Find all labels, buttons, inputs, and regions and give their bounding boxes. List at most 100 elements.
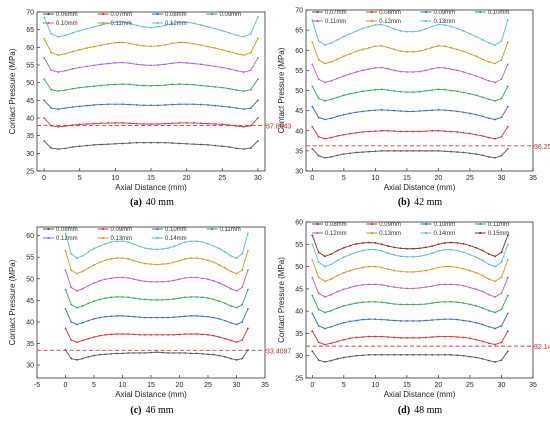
data-point [50,107,53,110]
legend-marker [47,12,50,16]
data-point [85,47,88,49]
data-point [133,259,135,262]
x-tick-label: 5 [342,382,346,389]
data-point [235,69,238,72]
data-point [190,295,192,298]
data-point [184,277,187,279]
data-point [311,234,314,237]
data-point [500,116,503,119]
data-point [349,303,352,306]
data-point [393,336,396,339]
data-point [311,63,314,66]
data-point [349,132,352,135]
data-point [161,333,164,336]
data-point [199,63,202,66]
data-point [450,283,452,286]
panel-c: -5 0 5 10 15 20 25 30 35 30 35 40 45 50 55 60 Axial Dist… [8,226,291,416]
data-point [138,261,141,264]
data-point [469,244,471,247]
legend-entry: 0.13mm [434,19,456,25]
data-point [349,253,352,256]
data-point [235,257,238,259]
data-point [241,321,244,323]
data-point [355,131,358,134]
data-point [368,353,370,356]
data-point [184,333,187,335]
data-point [462,284,465,287]
data-point [311,350,314,353]
reference-value-label: 33.4097 [266,348,291,355]
data-point [506,312,509,315]
x-tick-label: 30 [498,175,506,182]
data-point [380,318,383,321]
data-point [214,27,217,30]
data-point [155,351,158,354]
data-point [405,50,408,53]
data-point [481,307,484,309]
data-point [171,142,174,144]
data-point [317,359,320,362]
data-point [342,94,345,97]
data-point [405,110,408,113]
data-point [349,92,352,95]
data-point [98,261,101,264]
data-point [235,107,238,110]
data-point [462,91,465,94]
data-point [150,351,152,354]
series-line-0.12mm [65,270,249,292]
panel-caption-text: 48 mm [414,405,442,416]
data-point [195,295,198,298]
data-point [164,104,167,106]
data-point [387,336,389,338]
data-point [64,269,67,272]
data-point [178,259,181,262]
data-point [115,333,118,335]
data-point [380,23,383,26]
data-point [317,324,320,327]
legend-entry: 0.14mm [165,236,187,242]
data-point [506,105,509,108]
data-point [342,35,345,38]
data-point [443,109,446,112]
x-tick-label: 35 [529,382,537,389]
data-point [462,50,465,53]
data-point [412,320,415,322]
data-point [317,276,320,279]
data-point [424,336,427,339]
data-point [456,48,459,51]
legend-entry: 0.15mm [488,231,510,237]
data-point [212,261,215,264]
data-point [355,354,358,357]
data-point [368,335,370,338]
data-point [443,300,446,303]
data-point [229,321,232,324]
data-point [443,88,446,91]
data-point [387,149,389,152]
data-point [171,83,174,86]
data-point [229,270,232,273]
y-tick-label: 70 [295,8,303,15]
data-point [462,242,465,245]
data-point [70,321,73,323]
y-tick-label: 55 [295,242,303,249]
data-point [317,308,320,311]
x-tick-label: 20 [435,382,443,389]
data-point [330,325,333,328]
data-point [355,151,358,154]
y-tick-label: 35 [295,148,303,155]
data-point [64,107,67,110]
x-tick-label: 25 [466,175,474,182]
data-point [424,28,427,30]
data-point [443,335,446,338]
data-point [487,309,490,312]
data-point [171,42,174,45]
data-point [330,61,333,63]
data-point [500,308,503,311]
data-point [98,245,101,247]
data-point [437,250,440,252]
data-point [201,333,204,336]
data-point [481,290,484,293]
data-point [150,248,152,250]
x-tick-label: 0 [42,175,46,182]
data-point [221,123,224,126]
